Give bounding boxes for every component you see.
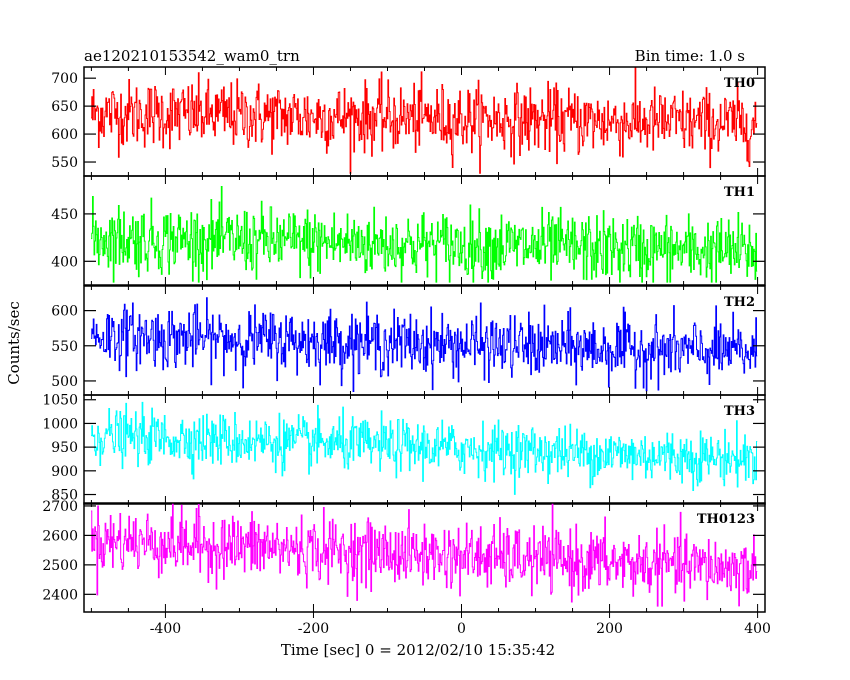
panel-th0: 550 600 650 700 TH0 xyxy=(51,66,766,177)
panel-label-th1: TH1 xyxy=(724,185,755,200)
x-tick-label: 200 xyxy=(596,621,623,637)
panels-group: 550 600 650 700 TH0 400 450 TH1 500 550 600 TH2 850 9… xyxy=(42,66,766,613)
series-line-th0 xyxy=(91,67,758,174)
series-line-th2 xyxy=(91,297,758,392)
panel-label-th3: TH3 xyxy=(724,404,755,419)
x-tick-label: 400 xyxy=(744,621,771,637)
series-line-th0123 xyxy=(91,503,758,607)
y-tick-label: 550 xyxy=(51,155,78,171)
chart-title: ae120210153542_wam0_trn xyxy=(84,47,300,65)
y-tick-label: 500 xyxy=(51,374,78,390)
y-tick-label: 700 xyxy=(51,71,78,87)
x-axis-title: Time [sec] 0 = 2012/02/10 15:35:42 xyxy=(281,641,555,659)
y-axis-title: Counts/sec xyxy=(5,301,23,385)
series-line-th3 xyxy=(91,401,758,495)
panel-th3: 850 900 950 1000 1050 TH3 xyxy=(42,393,766,505)
x-tick-label: -400 xyxy=(150,621,181,637)
y-tick-label: 2600 xyxy=(42,528,78,544)
y-tick-label: 650 xyxy=(51,99,78,115)
y-tick-label: 950 xyxy=(51,440,78,456)
panel-label-th0123: TH0123 xyxy=(697,512,755,527)
y-tick-label: 450 xyxy=(51,207,78,223)
y-tick-label: 2700 xyxy=(42,499,78,515)
y-tick-label: 2400 xyxy=(42,587,78,603)
panel-th1: 400 450 TH1 xyxy=(51,175,766,286)
y-tick-label: 1000 xyxy=(42,416,78,432)
y-tick-label: 900 xyxy=(51,464,78,480)
series-line-th1 xyxy=(91,186,758,283)
x-tick-label: 0 xyxy=(457,621,466,637)
y-tick-label: 550 xyxy=(51,339,78,355)
y-tick-label: 2500 xyxy=(42,558,78,574)
x-axis: -400 -200 0 200 400 xyxy=(150,612,771,637)
panel-th0123: 2400 2500 2600 2700 TH0123 xyxy=(42,499,766,613)
bin-time-label: Bin time: 1.0 s xyxy=(635,47,745,65)
panel-th2: 500 550 600 TH2 xyxy=(51,285,766,396)
x-tick-label: -200 xyxy=(298,621,329,637)
y-tick-label: 600 xyxy=(51,304,78,320)
panel-label-th0: TH0 xyxy=(724,76,755,91)
y-tick-label: 600 xyxy=(51,127,78,143)
y-tick-label: 400 xyxy=(51,254,78,270)
y-tick-label: 850 xyxy=(51,488,78,504)
y-tick-label: 1050 xyxy=(42,393,78,409)
panel-label-th2: TH2 xyxy=(724,295,755,310)
